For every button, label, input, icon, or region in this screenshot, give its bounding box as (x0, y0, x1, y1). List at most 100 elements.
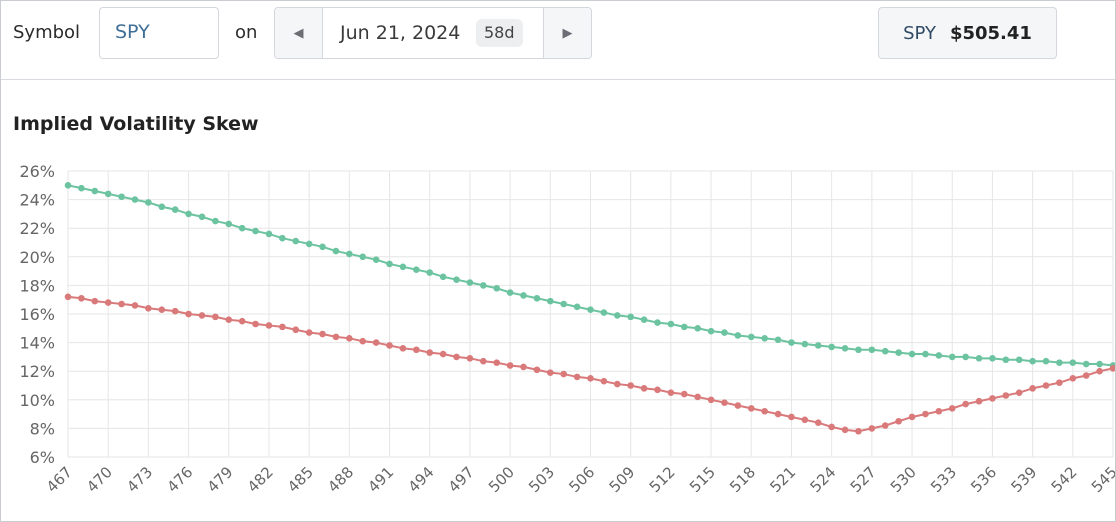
data-point (399, 263, 407, 271)
data-point (131, 302, 139, 309)
data-point (185, 210, 192, 218)
data-point (292, 237, 300, 245)
data-point (560, 300, 568, 308)
data-point (466, 355, 474, 362)
data-point (533, 294, 541, 302)
data-point (774, 410, 782, 418)
data-point (640, 385, 648, 392)
data-point (158, 306, 166, 314)
chart-title: Implied Volatility Skew (13, 113, 259, 135)
data-point (466, 279, 474, 286)
quote-button[interactable]: SPY $505.41 (878, 7, 1057, 59)
data-point (667, 320, 675, 328)
data-point (426, 269, 434, 276)
data-point (734, 332, 742, 339)
y-tick-label: 18% (19, 276, 55, 295)
data-point (788, 339, 795, 346)
data-point (198, 213, 206, 221)
y-tick-label: 16% (19, 305, 55, 324)
data-point (506, 362, 514, 369)
next-date-button[interactable]: ▶ (543, 8, 591, 58)
data-point (78, 184, 85, 192)
data-point (801, 340, 809, 348)
x-tick-label: 497 (445, 463, 478, 496)
data-point (413, 266, 420, 273)
chevron-right-icon: ▶ (562, 25, 573, 41)
data-point (520, 292, 527, 299)
data-point (680, 390, 688, 398)
expiration-date[interactable]: Jun 21, 2024 (340, 22, 461, 44)
data-point (265, 322, 273, 329)
data-point (1042, 382, 1050, 389)
data-point (480, 357, 487, 365)
data-point (989, 355, 996, 362)
data-point (627, 382, 634, 389)
data-point (238, 224, 246, 232)
data-point (225, 220, 233, 228)
data-point (413, 346, 420, 354)
data-point (935, 407, 943, 415)
data-point (1056, 359, 1063, 366)
data-point (252, 227, 259, 235)
chevron-left-icon: ◀ (293, 25, 304, 41)
data-point (332, 333, 340, 341)
x-tick-label: 494 (405, 463, 438, 496)
data-point (453, 276, 460, 283)
data-point (600, 309, 608, 316)
data-point (908, 350, 916, 358)
data-point (520, 363, 527, 371)
data-point (922, 350, 929, 358)
symbol-input[interactable]: SPY (99, 7, 219, 59)
data-point (91, 297, 99, 305)
data-point (279, 234, 286, 242)
data-point (91, 187, 99, 195)
data-point (1002, 392, 1010, 399)
data-point (145, 199, 152, 206)
data-point (533, 366, 541, 374)
y-tick-label: 6% (30, 448, 55, 467)
data-point (453, 353, 460, 361)
prev-date-button[interactable]: ◀ (275, 8, 323, 58)
data-point (613, 380, 621, 388)
data-point (386, 260, 393, 268)
x-tick-label: 509 (606, 463, 639, 496)
data-point (547, 297, 554, 305)
x-tick-label: 476 (163, 463, 196, 496)
y-tick-label: 22% (19, 219, 55, 238)
data-point (694, 393, 701, 401)
data-point (480, 282, 487, 289)
data-point (292, 326, 300, 334)
y-tick-label: 8% (30, 419, 55, 438)
toolbar: Symbol SPY on ◀ Jun 21, 2024 58d ▶ SPY $… (1, 1, 1115, 80)
data-point (801, 416, 809, 424)
data-point (1029, 357, 1036, 365)
data-point (305, 329, 313, 336)
x-tick-label: 506 (565, 463, 598, 496)
data-point (667, 389, 675, 396)
x-tick-label: 518 (726, 463, 759, 496)
data-point (868, 425, 876, 432)
x-tick-label: 533 (927, 463, 960, 496)
data-point (734, 402, 742, 409)
x-tick-label: 479 (204, 463, 237, 496)
data-point (868, 346, 876, 354)
data-point (788, 413, 795, 421)
data-point (908, 413, 916, 421)
data-point (587, 306, 594, 314)
data-point (948, 353, 956, 361)
data-point (761, 335, 768, 342)
data-point (747, 333, 755, 341)
data-point (279, 323, 286, 331)
data-point (613, 312, 621, 319)
data-point (225, 316, 233, 324)
data-point (962, 400, 969, 408)
x-tick-label: 512 (646, 463, 679, 496)
data-point (198, 312, 206, 319)
data-point (975, 355, 983, 362)
x-tick-label: 488 (324, 463, 357, 496)
data-point (64, 293, 72, 301)
data-point (64, 182, 72, 189)
x-tick-label: 485 (284, 463, 317, 496)
data-point (841, 345, 849, 352)
